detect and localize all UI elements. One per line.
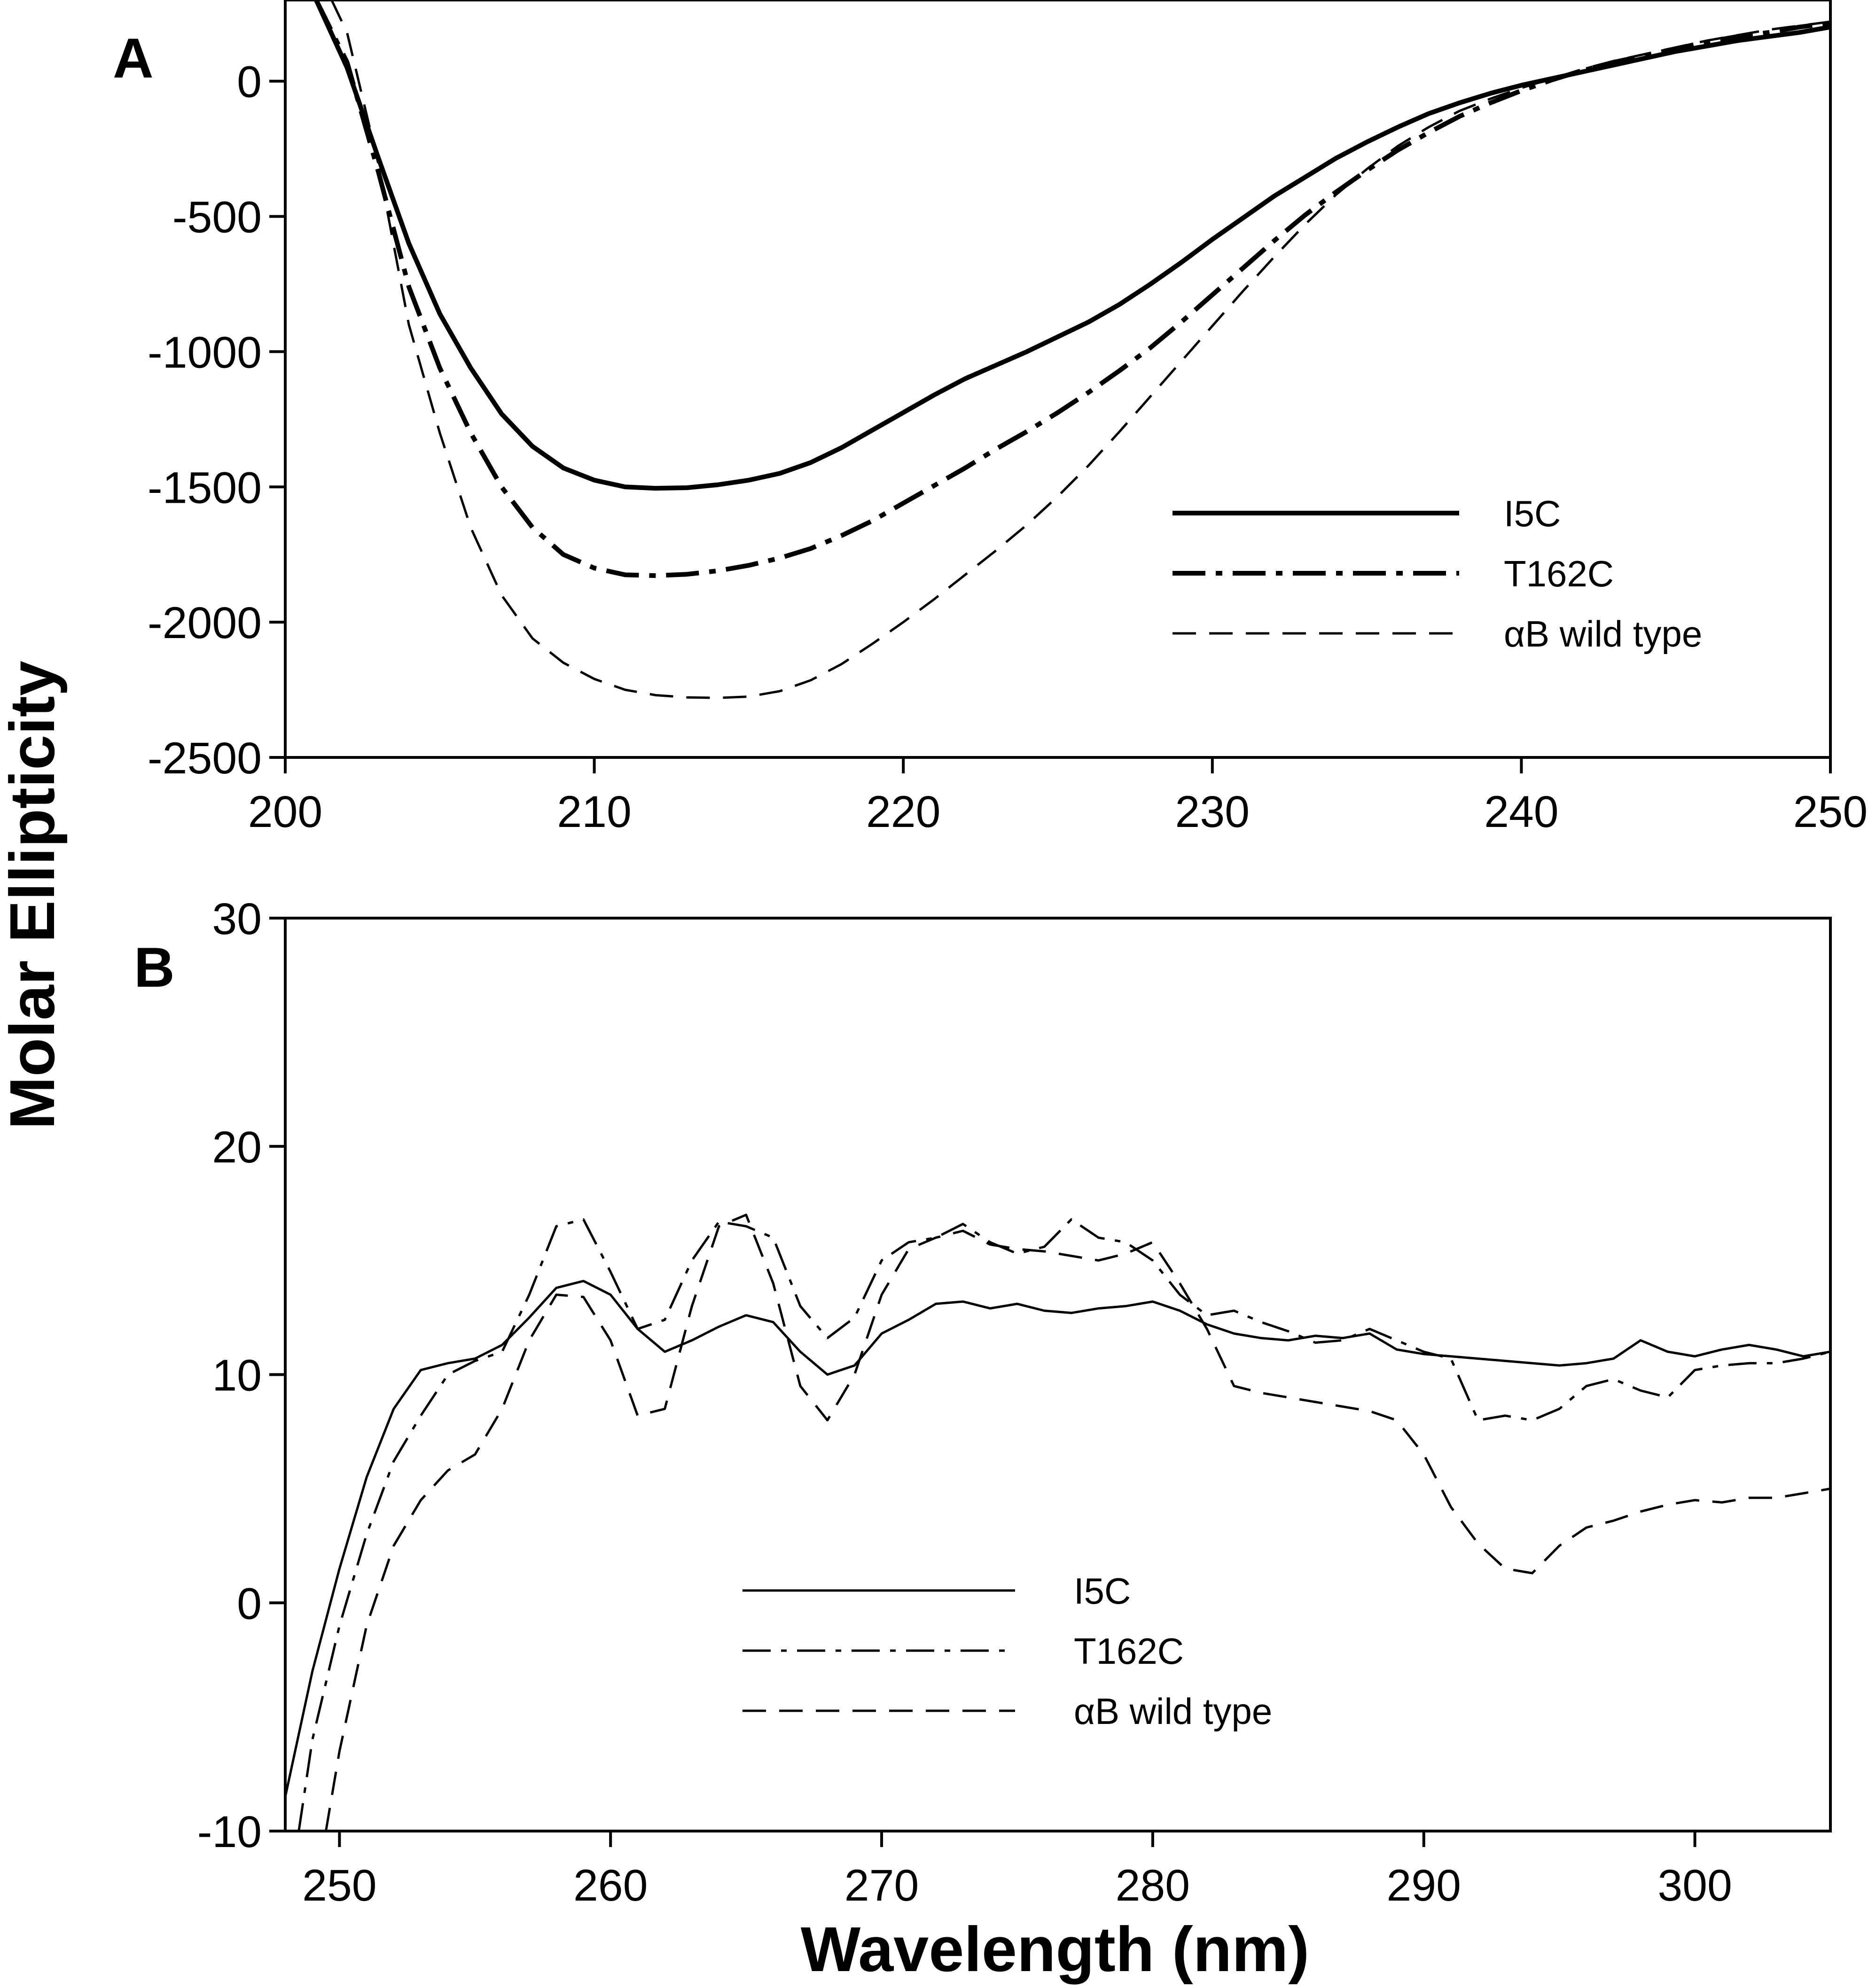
panel-a-x-tick-label-2: 220 (866, 787, 941, 837)
panel-b-y-tick-label-4: -10 (197, 1807, 262, 1857)
x-axis-title: Wavelength (nm) (801, 1914, 1310, 1985)
panel-b-series-0 (285, 1279, 1830, 1797)
panel-a-x-tick-label-1: 210 (557, 787, 632, 837)
panel-a-series-0 (314, 0, 1830, 491)
panel-a-y-tick-label-2: -1000 (148, 327, 262, 377)
panel-b-legend-label-1: T162C (1074, 1630, 1184, 1672)
panel-b-legend-label-0: I5C (1074, 1570, 1131, 1612)
panel-a-y-tick-label-5: -2500 (148, 733, 262, 783)
panel-a-legend-label-2: αB wild type (1504, 613, 1702, 655)
panel-b: B 250 260 270 280 290 300 30 20 10 0 -10 I5C T162C α… (134, 894, 1832, 1910)
panel-a-y-tick-label-4: -2000 (148, 598, 262, 648)
panel-b-label: B (134, 936, 175, 999)
panel-b-ticks: 250 260 270 280 290 300 30 20 10 0 -10 (197, 894, 1732, 1910)
panel-b-x-tick-label-3: 280 (1116, 1861, 1190, 1910)
panel-b-series (285, 1214, 1830, 1831)
panel-a-label: A (113, 27, 154, 90)
panel-a-legend-label-0: I5C (1504, 493, 1561, 534)
panel-b-y-tick-label-3: 0 (237, 1579, 262, 1629)
panel-a-x-tick-label-3: 230 (1175, 787, 1250, 837)
panel-a-series-1 (314, 0, 1830, 578)
panel-b-y-tick-label-2: 10 (212, 1351, 262, 1401)
panel-b-x-tick-label-0: 250 (302, 1861, 377, 1910)
panel-b-x-tick-label-2: 270 (844, 1861, 919, 1910)
panel-b-x-tick-label-4: 290 (1386, 1861, 1461, 1910)
panel-a-y-tick-label-0: 0 (237, 57, 262, 107)
panel-a-x-tick-label-4: 240 (1484, 787, 1559, 837)
panel-a: A 200 210 220 230 240 250 0 -500 -1000 -1500 -2000… (113, 0, 1868, 837)
panel-a-x-tick-label-5: 250 (1793, 787, 1868, 837)
panel-a-series-2 (330, 0, 1830, 699)
panel-b-legend: I5C T162C αB wild type (743, 1570, 1272, 1732)
panel-a-legend-label-1: T162C (1504, 553, 1614, 594)
panel-a-ticks: 200 210 220 230 240 250 0 -500 -1000 -1500 -2000 -2… (148, 57, 1868, 837)
panel-b-x-tick-label-5: 300 (1657, 1861, 1732, 1910)
panel-b-series-2 (325, 1214, 1830, 1831)
panel-a-legend: I5C T162C αB wild type (1172, 493, 1702, 655)
panel-b-x-tick-label-1: 260 (573, 1861, 648, 1910)
panel-a-plot-frame (284, 0, 1832, 759)
panel-a-series (314, 0, 1830, 699)
y-axis-title: Molar Ellipticity (0, 661, 68, 1130)
panel-a-x-tick-label-0: 200 (248, 787, 323, 837)
panel-b-y-tick-label-1: 20 (212, 1123, 262, 1172)
panel-a-y-tick-label-1: -500 (172, 193, 262, 242)
panel-b-legend-label-2: αB wild type (1074, 1691, 1272, 1732)
panel-b-plot-frame (284, 917, 1832, 1832)
panel-b-y-tick-label-0: 30 (212, 894, 262, 944)
panel-a-y-tick-label-3: -1500 (148, 463, 262, 513)
panel-b-series-1 (297, 1218, 1830, 1831)
